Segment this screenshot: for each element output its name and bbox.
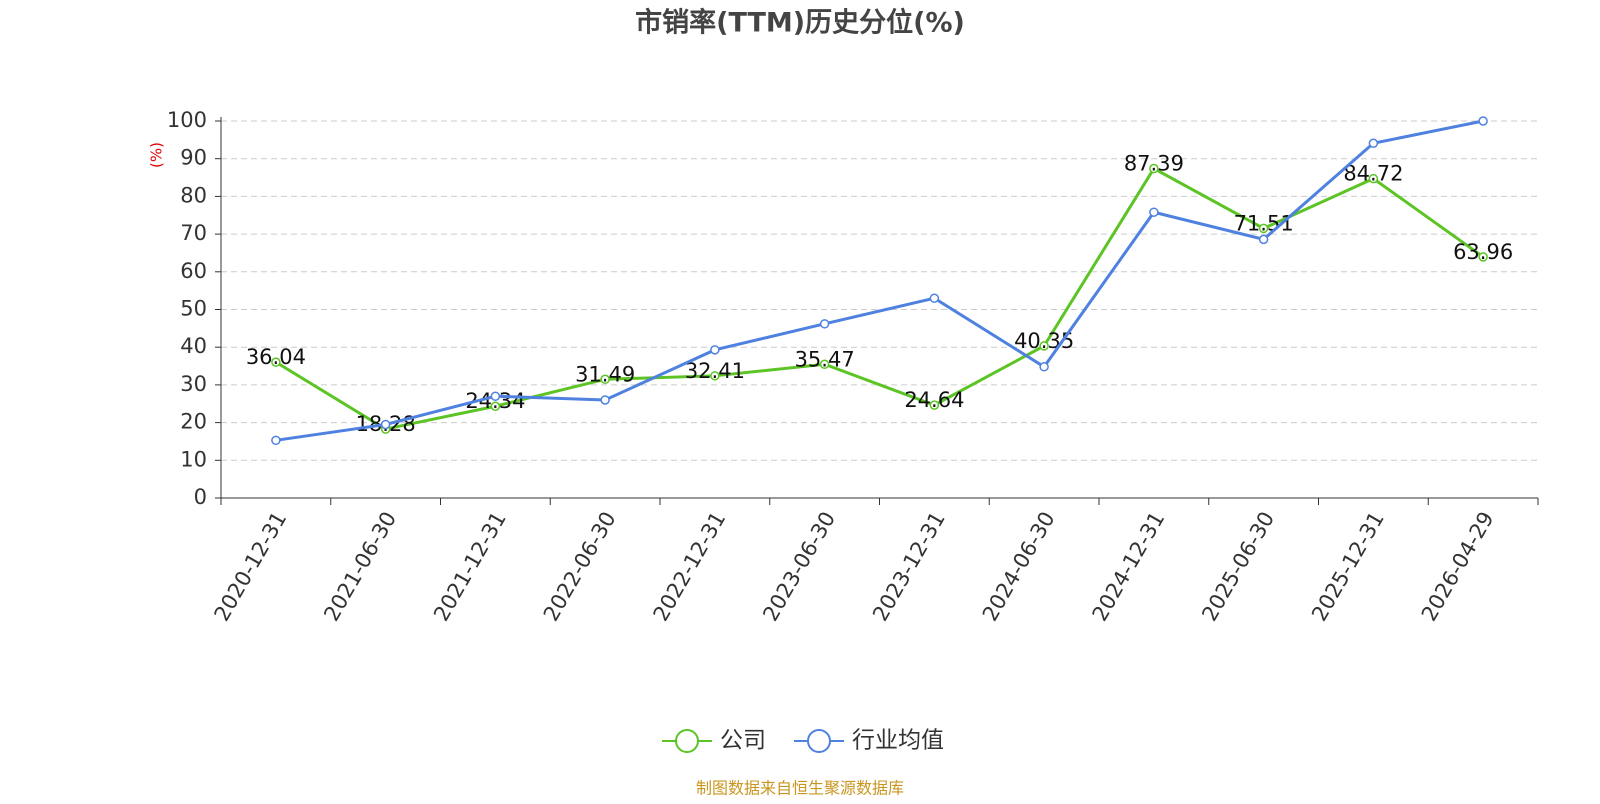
x-tick-label: 2025-06-30 [1197,508,1279,626]
x-tick-label: 2022-06-30 [539,508,621,626]
data-point [490,391,501,401]
x-tick-label: 2022-12-31 [649,508,731,626]
x-tick-label: 2023-12-31 [868,508,950,626]
data-label: 31.49 [575,362,635,386]
y-tick-label: 0 [194,485,207,509]
y-tick-label: 80 [180,183,207,207]
x-tick-label: 2024-12-31 [1088,508,1170,626]
x-tick-label: 2025-12-31 [1307,508,1389,626]
legend-marker [807,729,831,753]
y-tick-label: 40 [180,334,207,358]
series-line [275,166,1485,431]
data-point [819,359,830,370]
data-point [1149,207,1159,217]
x-tick-label: 2024-06-30 [978,508,1060,626]
data-label: 63.96 [1453,240,1513,264]
source-note: 制图数据来自恒生聚源数据库 [696,779,904,798]
data-label: 87.39 [1124,152,1184,176]
y-axis-label: (%) [148,142,166,168]
data-point [1258,234,1269,245]
data-point [929,293,940,303]
legend-label: 公司 [720,728,766,754]
y-tick-label: 50 [180,297,207,321]
x-tick-label: 2026-04-29 [1417,508,1499,626]
data-label: 71.51 [1234,211,1294,235]
data-point [710,371,720,381]
data-point [380,419,391,430]
data-point [1368,173,1379,184]
legend-marker [675,729,699,753]
data-label: 84.72 [1343,162,1403,186]
data-point [271,357,281,367]
data-point [1039,362,1049,372]
x-tick-label: 2020-12-31 [210,508,292,626]
data-point [490,401,501,411]
data-point [1368,138,1379,148]
data-point [929,400,940,410]
data-point [600,395,610,405]
data-label: 32.41 [685,359,745,383]
x-tick-label: 2021-06-30 [319,508,401,626]
data-label: 36.04 [246,345,306,369]
data-point [710,345,720,355]
legend-label: 行业均值 [852,728,944,754]
y-tick-label: 90 [180,146,207,170]
data-point [1478,116,1488,126]
x-tick-label: 2021-12-31 [429,508,511,626]
data-label: 40.35 [1014,329,1074,353]
y-tick-label: 100 [167,108,207,132]
y-tick-label: 60 [180,259,207,283]
data-point [1149,163,1159,174]
data-point [819,319,830,329]
data-point [1258,223,1269,234]
chart-title: 市销率(TTM)历史分位(%) [635,7,965,39]
data-point [600,374,610,385]
y-tick-label: 30 [180,372,207,396]
data-label: 24.64 [904,388,964,412]
y-tick-label: 20 [180,410,207,434]
data-point [271,435,281,446]
series-line [275,119,1484,442]
y-tick-label: 10 [180,447,207,471]
data-point [1039,341,1049,351]
y-tick-label: 70 [180,221,207,245]
data-point [1478,252,1488,262]
x-tick-label: 2023-06-30 [758,508,840,626]
data-label: 35.47 [795,347,855,371]
